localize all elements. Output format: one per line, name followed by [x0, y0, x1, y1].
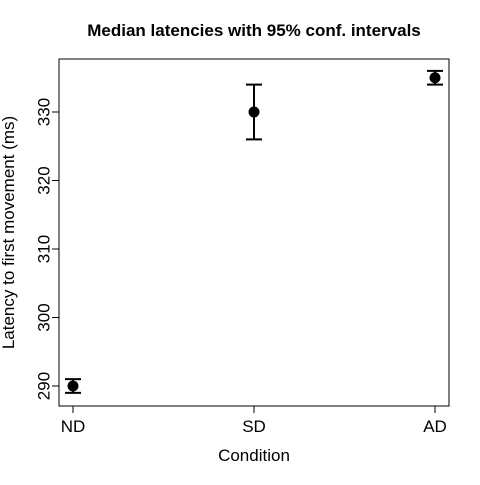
- y-tick-label-290: 290: [35, 372, 54, 400]
- x-tick-label-ND: ND: [61, 417, 86, 436]
- y-tick-label-300: 300: [35, 303, 54, 331]
- x-axis: ND SD AD: [61, 406, 447, 436]
- data-point-AD: [429, 72, 441, 84]
- y-axis-title: Latency to first movement (ms): [0, 116, 18, 349]
- chart-title: Median latencies with 95% conf. interval…: [87, 21, 421, 40]
- y-tick-label-320: 320: [35, 166, 54, 194]
- data-point-SD: [248, 106, 260, 118]
- y-tick-label-330: 330: [35, 98, 54, 126]
- data-point-ND: [67, 380, 79, 392]
- x-tick-label-SD: SD: [242, 417, 266, 436]
- y-tick-label-310: 310: [35, 235, 54, 263]
- data-marks: [65, 69, 443, 394]
- y-axis: 290 300 310 320 330: [35, 98, 59, 400]
- x-tick-label-AD: AD: [423, 417, 447, 436]
- x-axis-title: Condition: [218, 446, 290, 465]
